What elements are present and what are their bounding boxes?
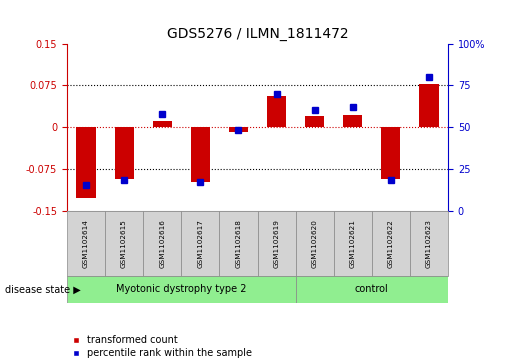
Bar (382, 127, 401, 179)
Bar (334, 211, 372, 276)
Bar (229, 127, 248, 131)
Bar (296, 211, 334, 276)
Bar (181, 211, 219, 276)
Text: GSM1102618: GSM1102618 (235, 219, 242, 268)
Bar (153, 122, 172, 127)
Text: GSM1102619: GSM1102619 (273, 219, 280, 268)
Bar (344, 115, 363, 127)
Bar (191, 127, 210, 182)
Bar (258, 211, 296, 276)
Text: GSM1102616: GSM1102616 (159, 219, 165, 268)
Text: GSM1102615: GSM1102615 (121, 219, 127, 268)
Text: Myotonic dystrophy type 2: Myotonic dystrophy type 2 (116, 285, 247, 294)
Text: GSM1102620: GSM1102620 (312, 219, 318, 268)
Bar (143, 211, 181, 276)
Text: GSM1102621: GSM1102621 (350, 219, 356, 268)
Bar (372, 211, 410, 276)
Bar (267, 97, 286, 127)
Bar (76, 127, 96, 198)
Text: GSM1102622: GSM1102622 (388, 219, 394, 268)
Bar (67, 211, 105, 276)
Bar (105, 211, 143, 276)
Bar (67, 276, 296, 303)
Text: GSM1102614: GSM1102614 (83, 219, 89, 268)
Bar (305, 116, 324, 127)
Bar (114, 127, 134, 179)
Legend: transformed count, percentile rank within the sample: transformed count, percentile rank withi… (72, 335, 252, 358)
Text: GSM1102617: GSM1102617 (197, 219, 203, 268)
Bar (296, 276, 448, 303)
Text: GSM1102623: GSM1102623 (426, 219, 432, 268)
Text: disease state ▶: disease state ▶ (5, 285, 81, 294)
Bar (219, 211, 258, 276)
Text: control: control (355, 285, 389, 294)
Bar (419, 83, 439, 127)
Bar (410, 211, 448, 276)
Title: GDS5276 / ILMN_1811472: GDS5276 / ILMN_1811472 (167, 27, 348, 41)
